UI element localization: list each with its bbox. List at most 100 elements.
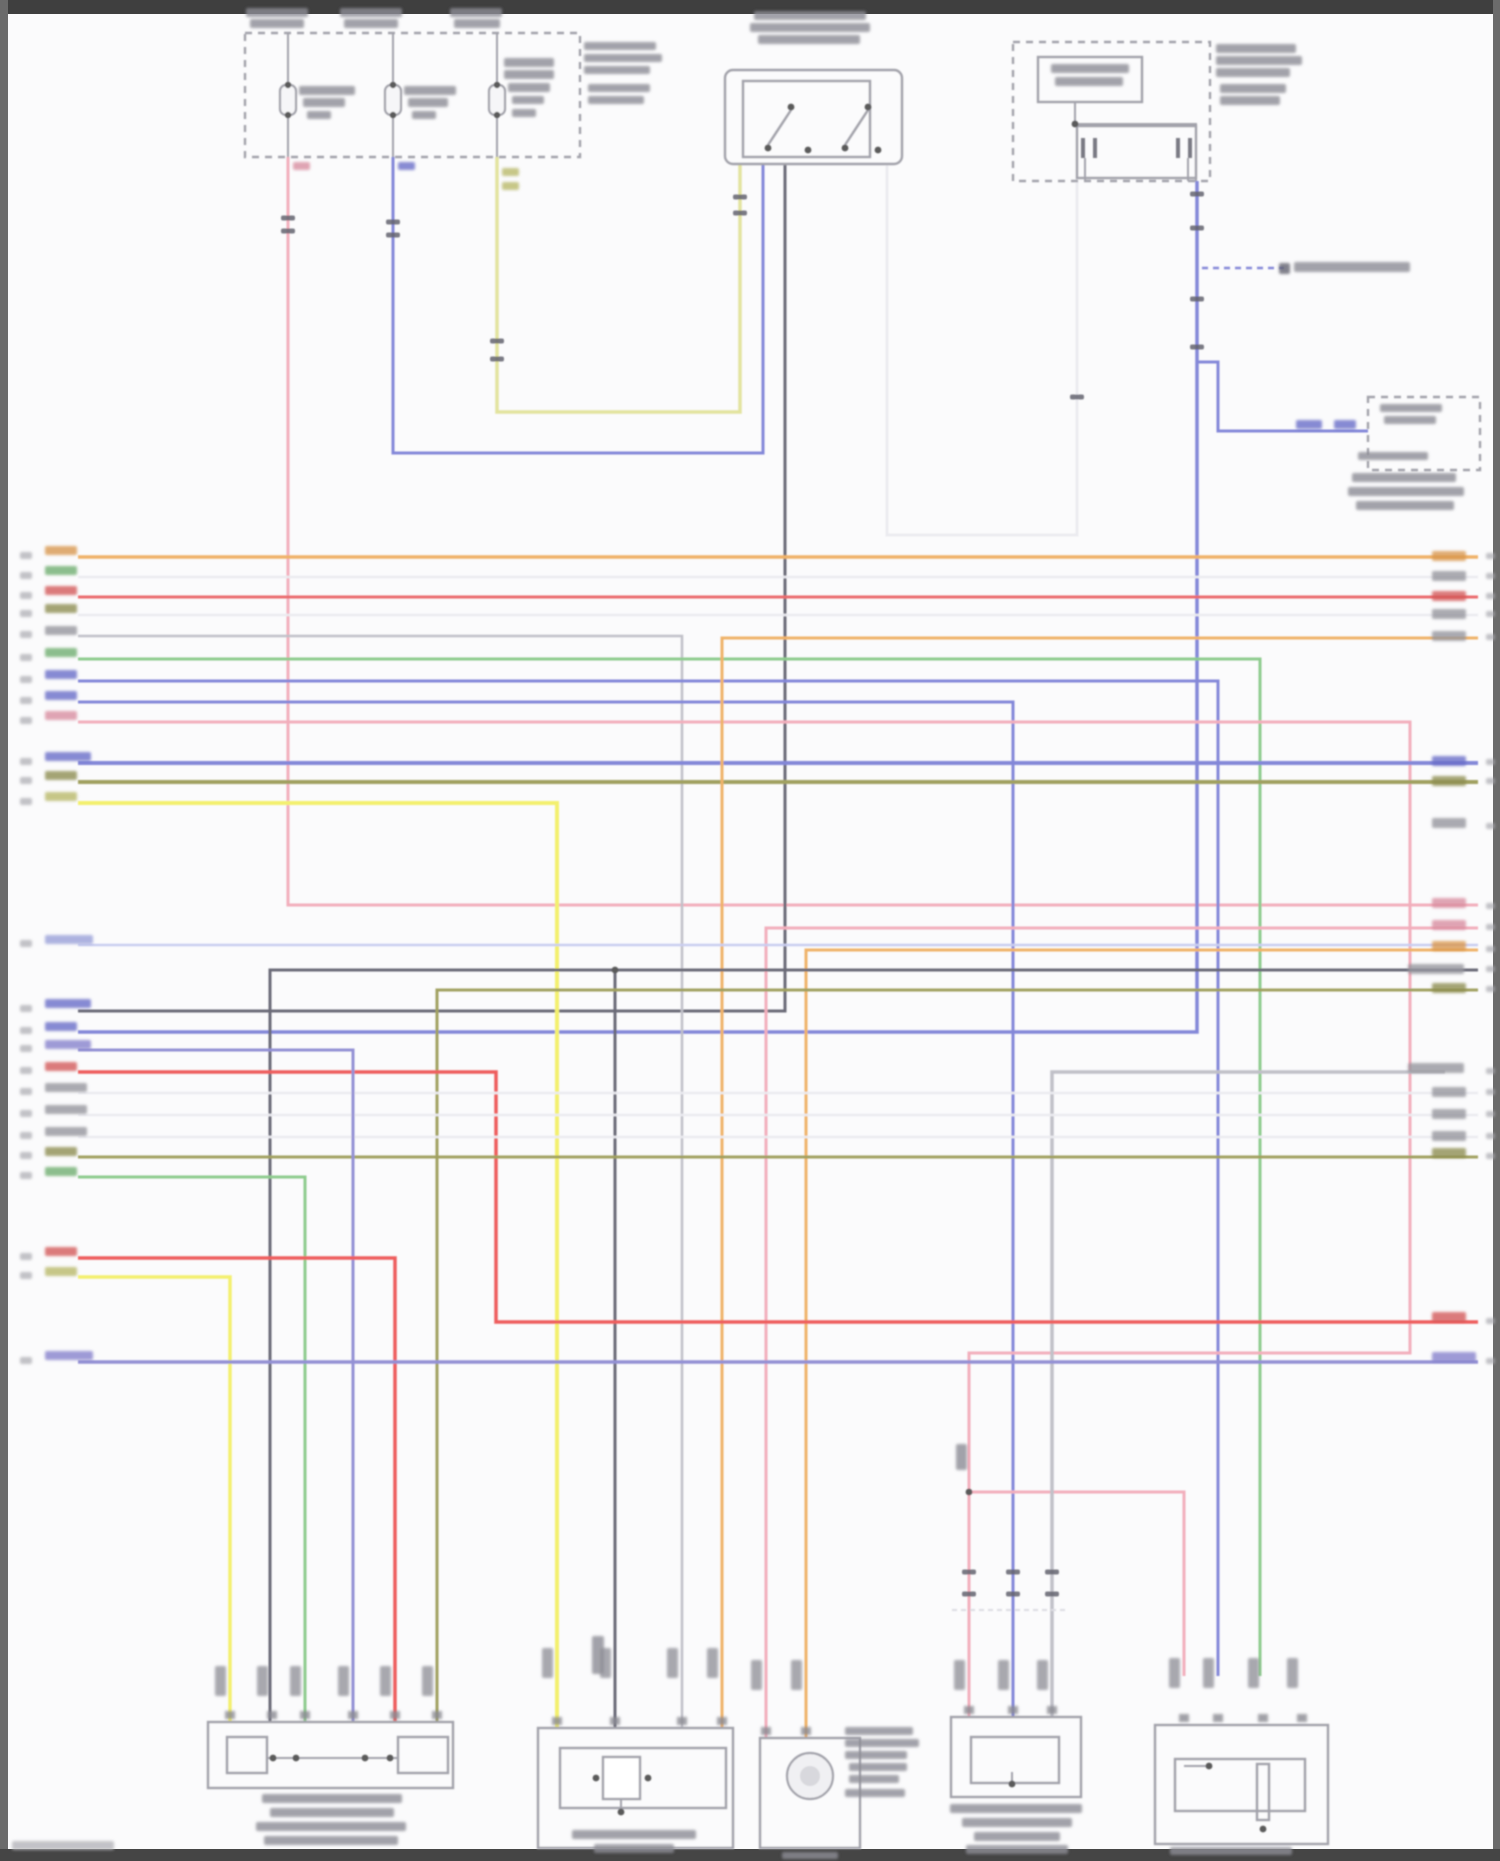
datalink-note2 xyxy=(1348,487,1464,496)
pink-upper-tag xyxy=(956,1444,967,1470)
gray-to-thermostat-wire-wire xyxy=(78,634,684,1728)
module-label-line1 xyxy=(1051,64,1129,73)
fusebox-side-note2 xyxy=(584,54,662,62)
connector-bar xyxy=(1176,138,1180,158)
relay-dot-3 xyxy=(841,144,849,152)
fuse-3-glyph-top-dot xyxy=(493,81,501,89)
right-wire-label xyxy=(1432,571,1466,581)
box3-side-note4 xyxy=(849,1763,907,1771)
right-pin-number xyxy=(1486,611,1495,617)
connector-tick xyxy=(1006,1591,1020,1597)
datalink-box-label1 xyxy=(1380,404,1442,412)
right-pin-number xyxy=(1486,1153,1495,1159)
left-wire-label xyxy=(45,792,77,801)
module-connector-box xyxy=(1075,124,1198,180)
yellow-to-box1-wire-wire xyxy=(78,1275,232,1723)
left-wire-label xyxy=(45,935,93,944)
right-wire-label xyxy=(1432,756,1466,766)
connector-tick xyxy=(733,194,747,200)
right-wire-label xyxy=(1432,551,1466,561)
module-label-line2 xyxy=(1055,77,1123,86)
pin-label-blob xyxy=(257,1666,268,1696)
pin-label-blob xyxy=(1169,1658,1180,1688)
relay-box-outer xyxy=(723,68,904,166)
connector-tick xyxy=(962,1591,976,1597)
left-pin-number xyxy=(20,676,32,683)
right-wire-label xyxy=(1408,964,1464,974)
box5-resistor xyxy=(1255,1762,1271,1822)
right-wire-label xyxy=(1432,920,1466,930)
connector-tick xyxy=(733,210,747,216)
pin-label-blob xyxy=(542,1648,553,1678)
pink-tee-dot xyxy=(965,1488,973,1496)
left-pin-number xyxy=(20,940,32,947)
fuse-3-glyph-bottom-dot xyxy=(493,111,501,119)
pin-label-blob xyxy=(954,1660,965,1690)
left-pin-number xyxy=(20,610,32,617)
box3-side-note5 xyxy=(849,1775,899,1783)
left-wire-label xyxy=(45,1062,77,1071)
box1-caption1 xyxy=(262,1794,402,1803)
left-pin-number xyxy=(20,717,32,724)
left-pin-number xyxy=(20,552,32,559)
fuse-1-glyph-bottom-dot xyxy=(284,111,292,119)
left-pin-number xyxy=(20,1045,32,1052)
box4-caption1 xyxy=(950,1804,1082,1813)
box1-cell-right xyxy=(396,1735,450,1775)
datalink-note1 xyxy=(1352,473,1456,482)
pin-label-blob xyxy=(707,1648,718,1678)
left-pin-number xyxy=(20,1132,32,1139)
pin-tick xyxy=(1213,1714,1223,1722)
connector-tick xyxy=(1045,1591,1059,1597)
connector-bar xyxy=(1188,138,1192,158)
right-pin-number xyxy=(1486,573,1495,579)
box2-caption2 xyxy=(594,1844,674,1853)
left-pin-number xyxy=(20,697,32,704)
pin-tick xyxy=(348,1711,358,1719)
pin-tick xyxy=(300,1711,310,1719)
left-wire-label xyxy=(45,999,91,1008)
right-wire-label xyxy=(1432,631,1466,641)
fuse-1-glyph xyxy=(278,83,298,117)
relay-white-loop-wire-wire xyxy=(885,164,1079,537)
relay-switch-blade-2-wire xyxy=(843,109,870,146)
left-pin-number xyxy=(20,654,32,661)
navy-pin-tag xyxy=(592,1636,604,1674)
left-wire-label xyxy=(45,1105,87,1114)
pin-tick xyxy=(225,1711,235,1719)
boxes-layer xyxy=(206,31,1482,1850)
green-to-sensor-wire-wire xyxy=(78,657,1262,1676)
right-pin-number xyxy=(1486,778,1495,784)
left-wire-label xyxy=(45,752,91,761)
left-wire-label xyxy=(45,771,77,780)
connector-tick xyxy=(386,219,400,225)
left-pin-number xyxy=(20,1027,32,1034)
connector-tick xyxy=(1190,344,1204,350)
relay-label-line1 xyxy=(754,11,866,20)
module-side-note1 xyxy=(1216,44,1296,53)
branch-wire-label2 xyxy=(1334,420,1356,429)
box4-fueltank-inner xyxy=(969,1735,1061,1785)
fuse-2-glyph-bottom-dot xyxy=(389,111,397,119)
connector-tick xyxy=(386,232,400,238)
pin-tick xyxy=(1258,1714,1268,1722)
pin-label-blob xyxy=(1203,1658,1214,1688)
connector-bar xyxy=(1093,138,1097,158)
page-left-border xyxy=(0,0,8,1861)
box5-dot-2 xyxy=(1259,1825,1267,1833)
fuse3-label-line1 xyxy=(450,8,502,17)
fusebox-side-note5 xyxy=(588,96,644,104)
right-wire-label xyxy=(1432,1131,1466,1141)
navy-bus-wire-wire xyxy=(268,968,1478,1723)
left-wire-label xyxy=(45,1040,91,1049)
left-wire-label xyxy=(45,691,77,700)
pin-tick xyxy=(1297,1714,1307,1722)
fuse-box-dashed xyxy=(243,31,582,159)
box1-caption4 xyxy=(264,1836,398,1845)
box3-side-note1 xyxy=(845,1727,913,1735)
pin-tick xyxy=(964,1706,974,1714)
box4-caption3 xyxy=(974,1832,1060,1841)
pin-label-blob xyxy=(667,1648,678,1678)
left-pin-number xyxy=(20,1088,32,1095)
box3-motor-core xyxy=(800,1766,820,1786)
